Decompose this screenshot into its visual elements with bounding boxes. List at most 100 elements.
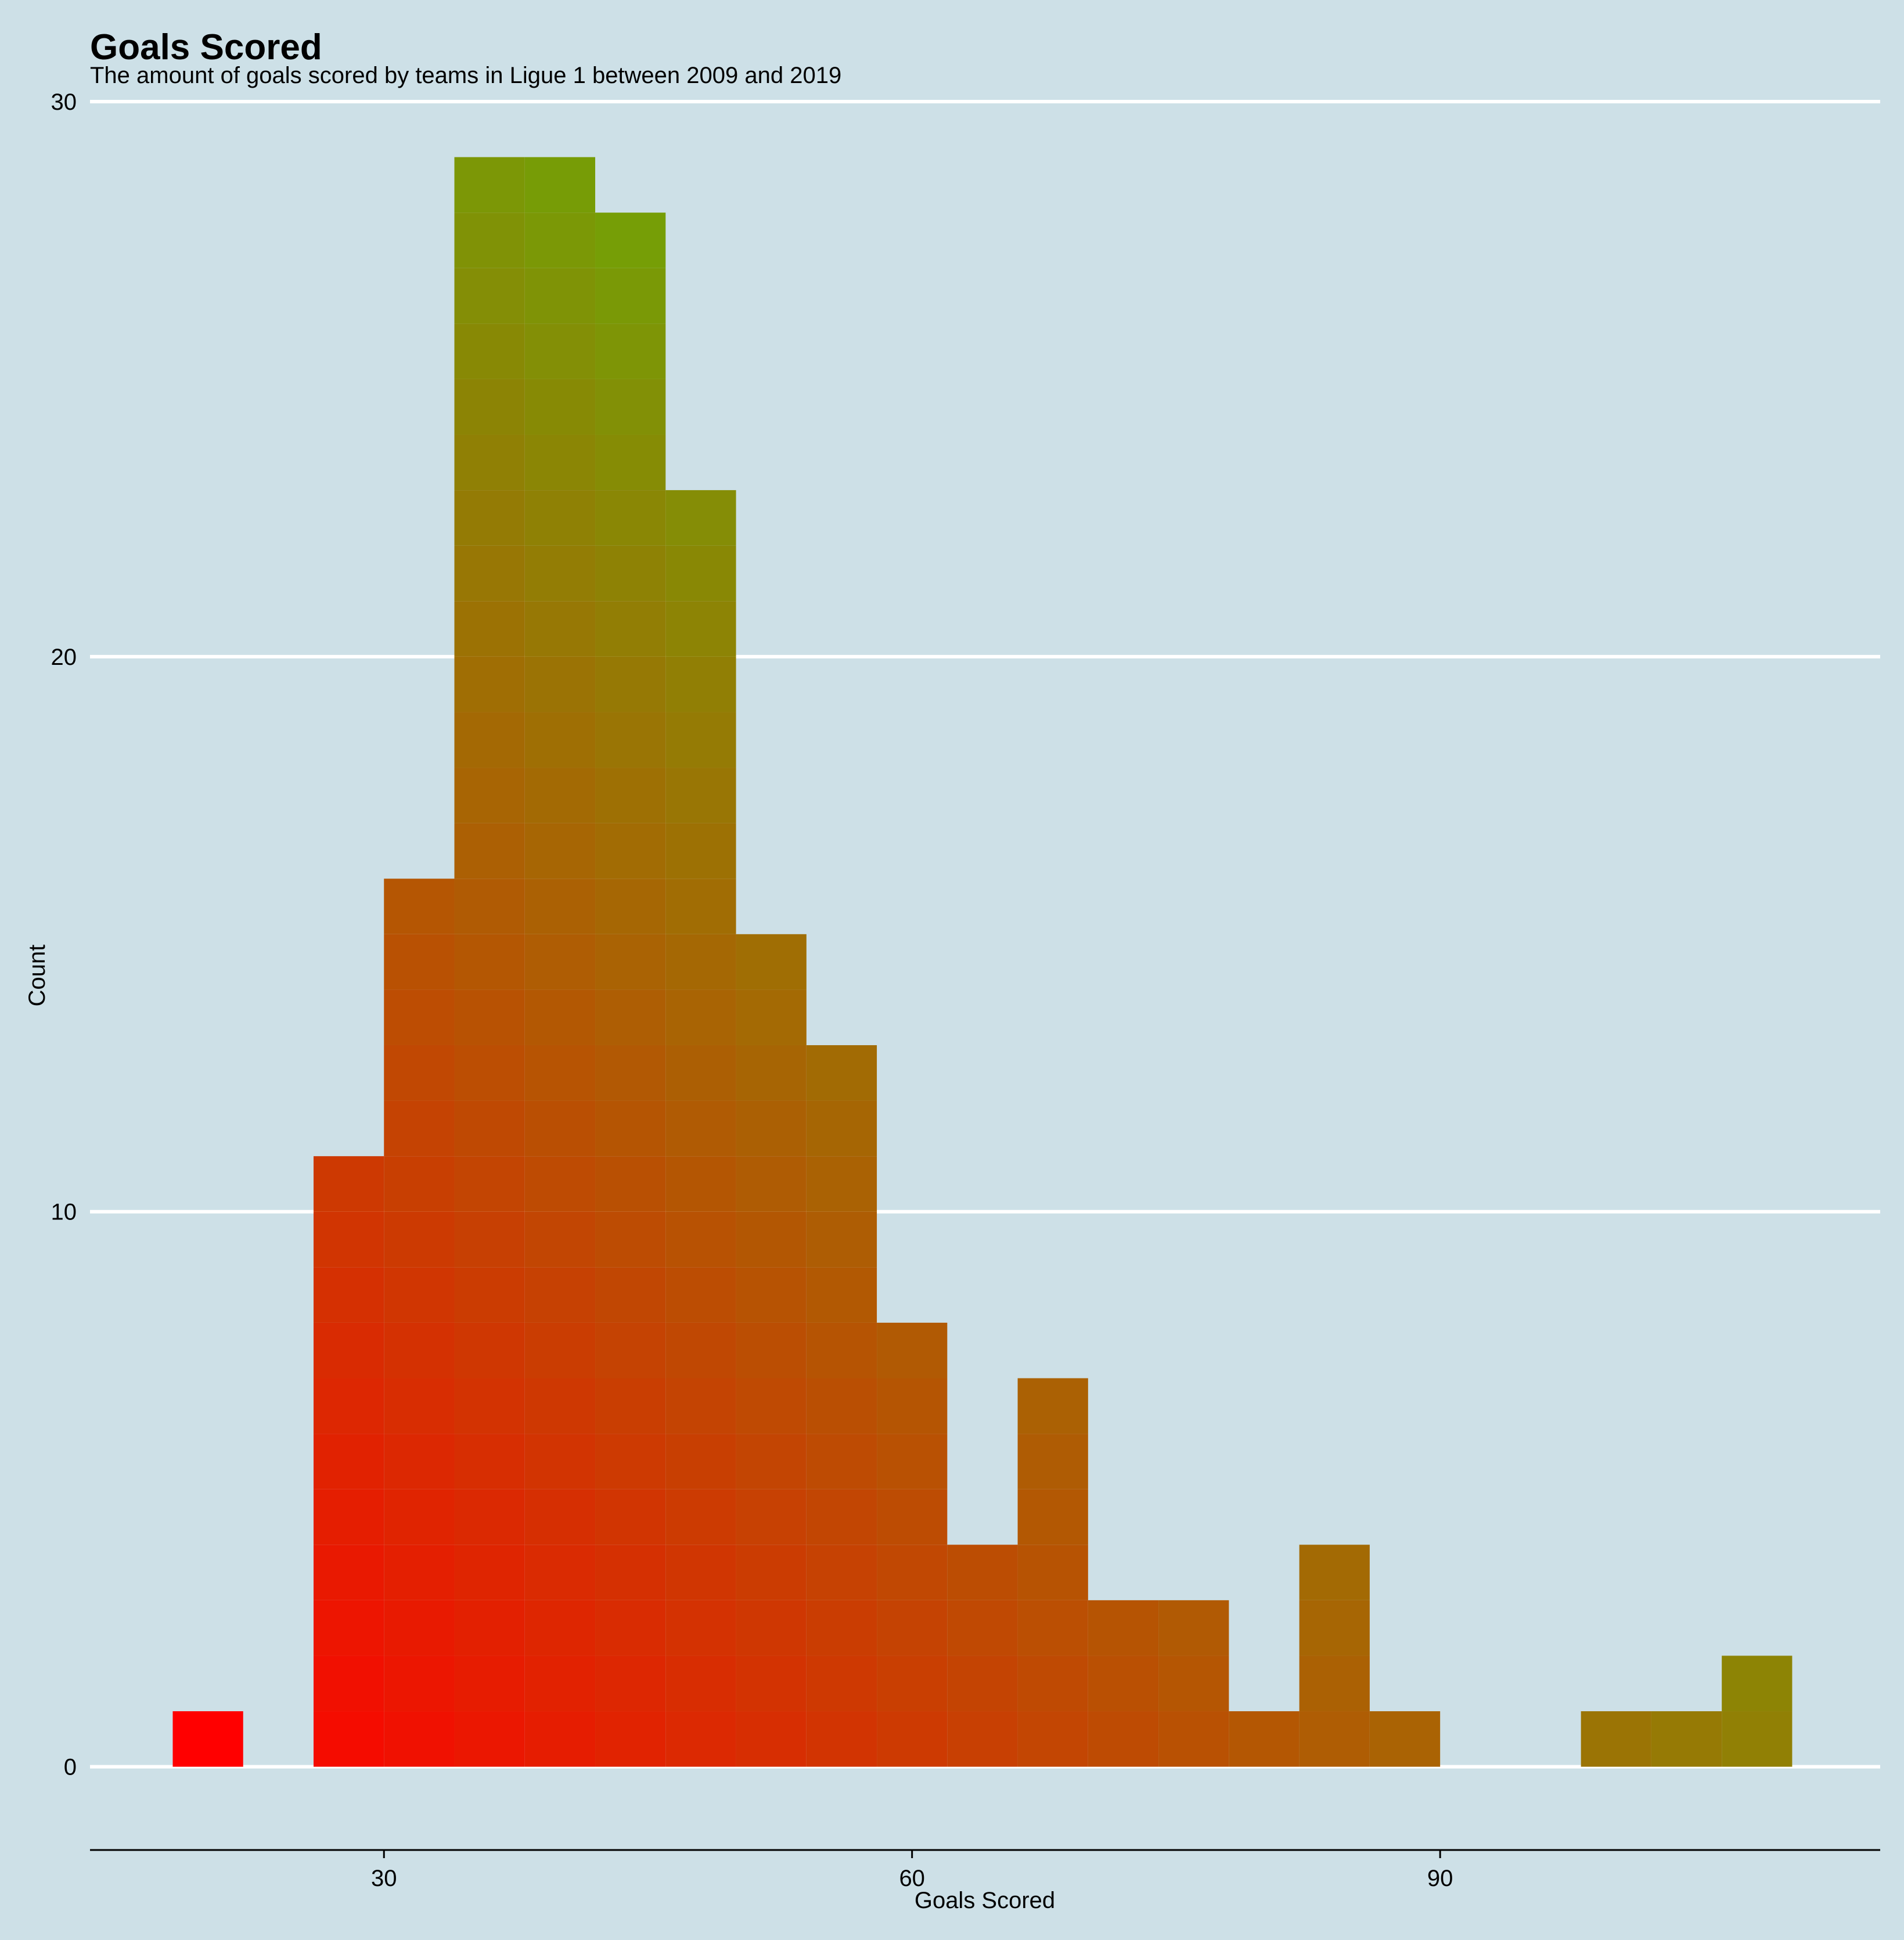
bar-segment — [524, 434, 596, 491]
bar-segment — [1299, 1600, 1370, 1656]
bar-segment — [313, 1322, 384, 1378]
bar-segment — [806, 1156, 877, 1212]
bar-segment — [454, 323, 525, 379]
bar-segment — [806, 1267, 877, 1323]
bar — [806, 1045, 877, 1767]
bar-segment — [665, 1489, 736, 1545]
bar-segment — [1088, 1600, 1159, 1656]
bar-segment — [524, 213, 596, 268]
bar-segment — [665, 545, 736, 602]
bar-segment — [806, 1045, 877, 1101]
bar-segment — [877, 1711, 948, 1767]
bar-segment — [736, 1545, 807, 1600]
bar-segment — [806, 1711, 877, 1767]
bar-segment — [877, 1489, 948, 1545]
bar-segment — [595, 213, 666, 268]
bar-segment — [454, 1489, 525, 1545]
y-tick-label: 30 — [51, 89, 77, 115]
bar — [172, 1711, 243, 1767]
bar-segment — [313, 1711, 384, 1767]
bar-segment — [665, 1378, 736, 1434]
bar-segment — [454, 1322, 525, 1378]
bar-segment — [665, 1545, 736, 1600]
bar-segment — [877, 1322, 948, 1378]
bar-segment — [665, 1434, 736, 1489]
bar — [1722, 1655, 1793, 1767]
bar-segment — [313, 1489, 384, 1545]
bar-segment — [524, 656, 596, 712]
bar-segment — [1017, 1434, 1088, 1489]
bar-segment — [806, 1322, 877, 1378]
bar-segment — [806, 1545, 877, 1600]
chart-title: Goals Scored — [90, 27, 322, 67]
bar-segment — [454, 1545, 525, 1600]
bar-segment — [524, 879, 596, 934]
bar-segment — [1299, 1655, 1370, 1712]
bar-segment — [524, 934, 596, 990]
bar-segment — [736, 934, 807, 990]
bar-segment — [454, 1156, 525, 1212]
bar-segment — [736, 1100, 807, 1157]
x-tick-label: 90 — [1427, 1866, 1453, 1891]
bar-segment — [1017, 1378, 1088, 1434]
bar-segment — [595, 1434, 666, 1489]
bar-segment — [595, 379, 666, 435]
bar-segment — [736, 1045, 807, 1101]
bar-segment — [524, 490, 596, 546]
bar-segment — [877, 1600, 948, 1656]
bar-segment — [665, 1655, 736, 1712]
bar-segment — [524, 268, 596, 324]
bar-segment — [947, 1655, 1018, 1712]
bar-segment — [1158, 1655, 1229, 1712]
bar-segment — [665, 768, 736, 823]
bar-segment — [454, 712, 525, 768]
bar — [1299, 1545, 1370, 1767]
bar — [665, 490, 736, 1767]
bar-segment — [524, 1489, 596, 1545]
bar — [313, 1156, 384, 1767]
bar — [947, 1545, 1018, 1767]
bar-segment — [454, 601, 525, 657]
bar — [1581, 1711, 1651, 1767]
bar-segment — [454, 1600, 525, 1656]
bar — [524, 157, 596, 1767]
bar-segment — [313, 1434, 384, 1489]
bar-segment — [595, 434, 666, 491]
bar-segment — [806, 1655, 877, 1712]
bar-segment — [595, 1211, 666, 1268]
bar-segment — [1299, 1711, 1370, 1767]
bar-segment — [1158, 1711, 1229, 1767]
bar-segment — [877, 1434, 948, 1489]
bar-segment — [454, 490, 525, 546]
bar — [1369, 1711, 1441, 1767]
bar-segment — [1722, 1655, 1793, 1712]
bar-segment — [736, 1434, 807, 1489]
x-tick-label: 30 — [371, 1866, 397, 1891]
bar-segment — [454, 268, 525, 324]
bar-segment — [877, 1545, 948, 1600]
bar-segment — [806, 1100, 877, 1157]
bar-segment — [595, 656, 666, 712]
bar-segment — [595, 823, 666, 879]
bar-segment — [524, 1267, 596, 1323]
bar-segment — [524, 545, 596, 602]
bar-segment — [595, 1711, 666, 1767]
bar — [736, 934, 807, 1767]
bar-segment — [524, 1655, 596, 1712]
bar-segment — [806, 1434, 877, 1489]
bar — [454, 157, 525, 1767]
bar-segment — [313, 1378, 384, 1434]
x-axis — [90, 1849, 1880, 1858]
bar-segment — [1017, 1545, 1088, 1600]
bar-segment — [313, 1655, 384, 1712]
bar-segment — [1088, 1711, 1159, 1767]
bar — [1017, 1378, 1088, 1767]
bar-segment — [454, 1378, 525, 1434]
bar — [877, 1322, 948, 1767]
bar-segment — [595, 712, 666, 768]
bar-segment — [1229, 1711, 1300, 1767]
bar-segment — [1722, 1711, 1793, 1767]
bar-segment — [384, 934, 455, 990]
bar-segment — [665, 1322, 736, 1378]
bar-segment — [665, 1211, 736, 1268]
